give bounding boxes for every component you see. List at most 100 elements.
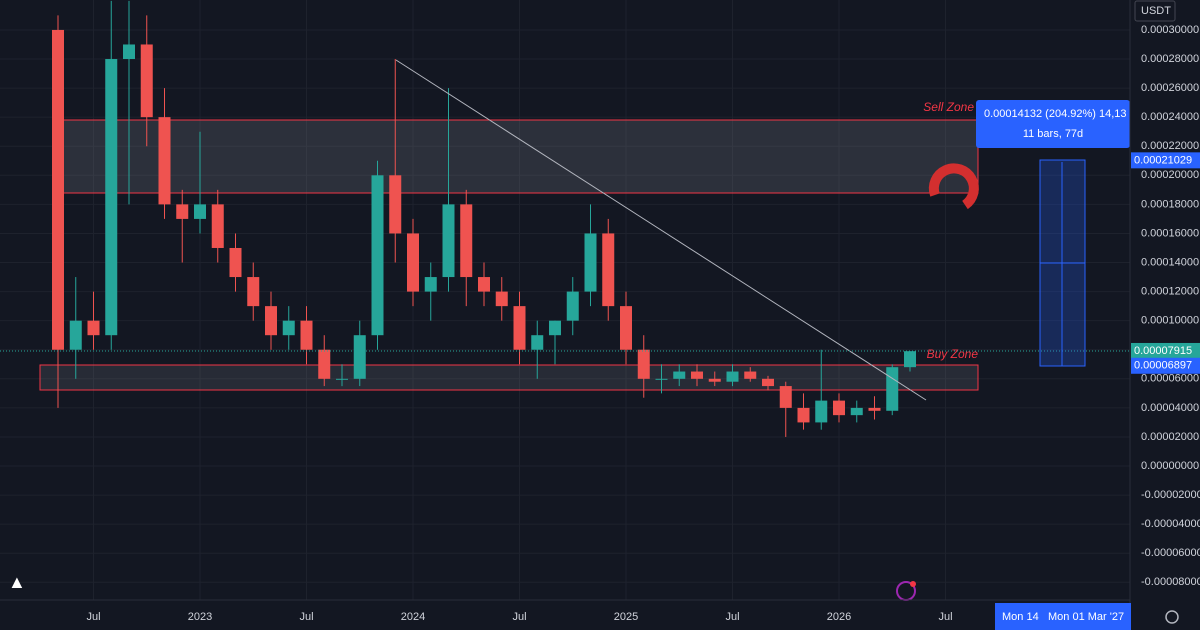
- y-tick-label: 0.00018000: [1141, 198, 1199, 210]
- x-tick-label: Jul: [86, 611, 100, 623]
- y-tick-label: -0.00006000: [1141, 547, 1200, 559]
- candle-body: [637, 349, 650, 379]
- magnet-icon: [928, 163, 979, 210]
- candle-body: [495, 291, 508, 307]
- candle-body: [762, 378, 774, 387]
- time-tag: Mon 14: [1002, 611, 1039, 623]
- candle-body: [673, 371, 686, 379]
- candle-body: [229, 247, 242, 278]
- candle-body: [744, 371, 757, 379]
- y-tick-label: -0.00002000: [1141, 489, 1200, 501]
- trend-line[interactable]: [395, 59, 927, 401]
- price-axis[interactable]: [1130, 0, 1200, 630]
- candle-body: [779, 386, 792, 408]
- candle-body: [833, 400, 845, 416]
- settings-icon[interactable]: [1165, 610, 1179, 624]
- candle-body: [460, 204, 473, 278]
- candle-body: [566, 291, 579, 321]
- candle-body: [69, 320, 82, 350]
- y-tick-label: 0.00014000: [1141, 256, 1199, 268]
- candle-body: [336, 378, 348, 380]
- time-tag: Mon 01 Mar '27: [1048, 611, 1124, 623]
- sell-zone-label: Sell Zone: [923, 100, 974, 114]
- buy-zone-label: Buy Zone: [927, 347, 979, 361]
- candle-body: [584, 233, 597, 292]
- candle-body: [371, 175, 384, 336]
- y-tick-label: -0.00008000: [1141, 576, 1200, 588]
- candle-body: [407, 233, 419, 292]
- y-tick-label: 0.00012000: [1141, 285, 1199, 297]
- candle-body: [478, 277, 490, 292]
- y-tick-label: 0.00028000: [1141, 53, 1199, 65]
- price-tag: [1131, 342, 1200, 359]
- candle-body: [282, 320, 295, 336]
- candle-body: [194, 204, 206, 219]
- candle-body: [602, 233, 615, 307]
- price-tag-label: 0.00021029: [1134, 154, 1192, 166]
- buy-zone[interactable]: [39, 364, 979, 391]
- y-tick-label: 0.00006000: [1141, 373, 1199, 385]
- candle-body: [726, 371, 739, 382]
- y-tick-label: 0.00004000: [1141, 402, 1199, 414]
- candle-body: [655, 378, 668, 380]
- x-tick-label: Jul: [938, 611, 952, 623]
- candle-body: [815, 400, 828, 423]
- candle-body: [904, 351, 916, 368]
- candle-body: [868, 407, 881, 411]
- y-tick-label: 0.00010000: [1141, 315, 1199, 327]
- logo: ▲: [8, 572, 26, 592]
- candle-body: [300, 320, 313, 350]
- candle-body: [123, 44, 135, 60]
- candle-body: [247, 277, 260, 307]
- measure-text: 0.00014132 (204.92%) 14,13: [984, 108, 1127, 120]
- candle-body: [318, 349, 331, 379]
- candle-body: [549, 320, 561, 336]
- y-tick-label: 0.00022000: [1141, 140, 1199, 152]
- y-tick-label: 0.00002000: [1141, 431, 1199, 443]
- measure-tooltip: [976, 100, 1130, 148]
- candle-body: [87, 320, 100, 336]
- candle-body: [442, 204, 455, 278]
- y-tick-label: 0.00000000: [1141, 460, 1199, 472]
- candle-body: [620, 306, 632, 350]
- price-tag: [1131, 357, 1200, 374]
- price-tag: [1131, 152, 1200, 169]
- price-tag-label: 0.00006897: [1134, 360, 1192, 372]
- x-tick-label: 2026: [827, 611, 851, 623]
- x-tick-label: Jul: [725, 611, 739, 623]
- alert-dot: [910, 581, 916, 587]
- x-tick-label: Jul: [299, 611, 313, 623]
- candle-body: [353, 335, 366, 379]
- candle-body: [513, 306, 526, 350]
- candle-body: [797, 407, 810, 423]
- candle-body: [105, 59, 118, 336]
- y-tick-label: 0.00016000: [1141, 227, 1199, 239]
- currency: USDT: [1141, 5, 1171, 17]
- currency-box[interactable]: [1134, 0, 1176, 22]
- x-tick-label: 2025: [614, 611, 638, 623]
- candle-body: [158, 117, 171, 205]
- y-tick-label: 0.00024000: [1141, 111, 1199, 123]
- time-range: [995, 603, 1131, 630]
- y-tick-label: 0.00026000: [1141, 82, 1199, 94]
- x-tick-label: 2024: [401, 611, 425, 623]
- x-tick-label: 2023: [188, 611, 212, 623]
- y-tick-label: -0.00004000: [1141, 518, 1200, 530]
- candle-body: [52, 29, 64, 350]
- candle-body: [389, 175, 402, 234]
- candle-body: [140, 44, 153, 118]
- candle-body: [176, 204, 189, 219]
- x-tick-label: Jul: [512, 611, 526, 623]
- candle-body: [708, 378, 721, 382]
- measure-detail: 11 bars, 77d: [1023, 128, 1083, 140]
- price-tag-label: 0.00007915: [1134, 345, 1192, 357]
- candle-body: [265, 306, 277, 336]
- candle-body: [886, 367, 899, 411]
- y-tick-label: 0.00020000: [1141, 169, 1199, 181]
- candle-body: [531, 335, 544, 350]
- y-tick-label: 0.00030000: [1141, 24, 1199, 36]
- sell-zone[interactable]: [59, 119, 979, 194]
- candle-body: [691, 371, 703, 379]
